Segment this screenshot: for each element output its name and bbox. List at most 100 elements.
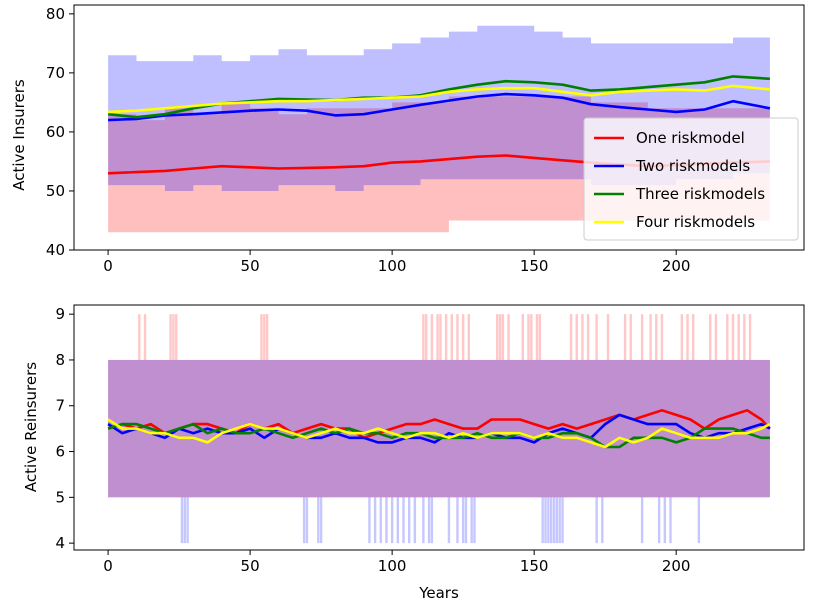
spike-down (390, 497, 394, 544)
line-four-riskmodels (108, 84, 771, 114)
spike-up (629, 314, 632, 360)
spike-up (649, 314, 652, 360)
legend-box (583, 117, 799, 241)
spike-up (498, 314, 502, 360)
spike-up (456, 314, 459, 360)
spike-up (692, 314, 695, 360)
legend-label: Two riskmodels (635, 157, 750, 175)
spike-up (748, 314, 752, 360)
spike-up (436, 314, 439, 360)
spike-down (601, 497, 604, 544)
spike-up (586, 314, 590, 360)
x-axis-label: Years (418, 584, 459, 602)
legend-label: Four riskmodels (636, 213, 755, 231)
spike-down (558, 497, 561, 544)
line-three-riskmodels (107, 422, 770, 449)
y-tick-label: 9 (55, 305, 65, 323)
spike-up (538, 314, 542, 360)
spike-down (555, 497, 559, 544)
x-tick-label: 50 (241, 557, 260, 575)
spike-down (368, 497, 371, 544)
spike-up (263, 314, 266, 360)
spike-down (305, 497, 309, 544)
y-tick-label: 60 (46, 123, 65, 141)
line-four-riskmodels (107, 418, 771, 449)
spike-down (544, 497, 547, 544)
spike-down (447, 497, 451, 544)
spike-down (456, 497, 459, 544)
spike-up (726, 314, 729, 360)
y-tick-label: 4 (55, 534, 65, 552)
x-tick-label: 200 (662, 557, 691, 575)
spike-up (172, 314, 175, 360)
x-tick-label: 150 (520, 557, 549, 575)
spike-up (581, 314, 584, 360)
spike-down (186, 497, 189, 544)
y-tick-label: 70 (46, 64, 65, 82)
spike-up (709, 314, 712, 360)
y-axis-label: Active Insurers (10, 79, 28, 191)
spike-up (175, 314, 178, 360)
spike-down (385, 497, 388, 544)
y-tick-label: 6 (55, 443, 65, 461)
spike-down (541, 497, 544, 544)
spike-up (521, 314, 524, 360)
spike-up (575, 314, 578, 360)
y-tick-label: 40 (46, 241, 65, 259)
spike-down (407, 497, 411, 544)
line-one-riskmodel (107, 409, 771, 440)
top-panel-insurers: 0 50 100 150 200 40 50 60 70 80 Active Insurers O… (10, 4, 805, 275)
spike-down (561, 497, 564, 544)
spike-down (549, 497, 553, 544)
x-tick-label: 200 (662, 257, 691, 275)
spike-up (461, 314, 465, 360)
spike-up (260, 314, 263, 360)
spike-up (138, 314, 141, 360)
spike-down (319, 497, 323, 544)
legend: One riskmodel Two riskmodels Three riskmod… (583, 117, 799, 241)
spike-down (697, 497, 701, 544)
spike-up (731, 314, 735, 360)
tick-labels: 0 50 100 150 200 40 50 60 70 80 (46, 5, 691, 275)
spike-up (143, 314, 147, 360)
spike-up (527, 314, 530, 360)
spike-down (470, 497, 473, 544)
spike-up (606, 314, 610, 360)
plot-frame (73, 304, 805, 551)
spike-up (444, 314, 448, 360)
spike-down (302, 497, 306, 544)
spike-up (496, 314, 499, 360)
x-tick-label: 150 (520, 257, 549, 275)
spike-up (686, 314, 689, 360)
spike-down (464, 497, 468, 544)
spike-down (413, 497, 417, 544)
y-tick-label: 8 (55, 351, 65, 369)
spike-up (660, 314, 664, 360)
y-tick-label: 80 (46, 5, 65, 23)
spike-down (552, 497, 556, 544)
spike-up (569, 314, 573, 360)
spike-down (669, 497, 672, 544)
spike-down (379, 497, 382, 544)
spike-up (595, 314, 598, 360)
x-tick-label: 50 (241, 257, 260, 275)
spike-up (535, 314, 539, 360)
spike-up (439, 314, 442, 360)
spike-up (507, 314, 510, 360)
spike-down (595, 497, 598, 544)
spike-up (501, 314, 505, 360)
axes-frame (69, 4, 805, 255)
legend-label: One riskmodel (636, 129, 745, 147)
y-tick-label: 7 (55, 397, 65, 415)
y-axis-label: Active Reinsurers (22, 362, 40, 492)
spike-up (530, 314, 533, 360)
x-tick-label: 0 (103, 557, 113, 575)
x-tick-label: 0 (103, 257, 113, 275)
y-tick-label: 50 (46, 182, 65, 200)
x-tick-label: 100 (378, 257, 407, 275)
spike-down (396, 497, 400, 544)
x-tick-label: 100 (378, 557, 407, 575)
spike-down (473, 497, 476, 544)
bottom-panel-reinsurers: 0 50 100 150 200 4 5 6 7 8 9 Active Reinsurers Yea… (22, 304, 805, 602)
spike-down (422, 497, 425, 544)
